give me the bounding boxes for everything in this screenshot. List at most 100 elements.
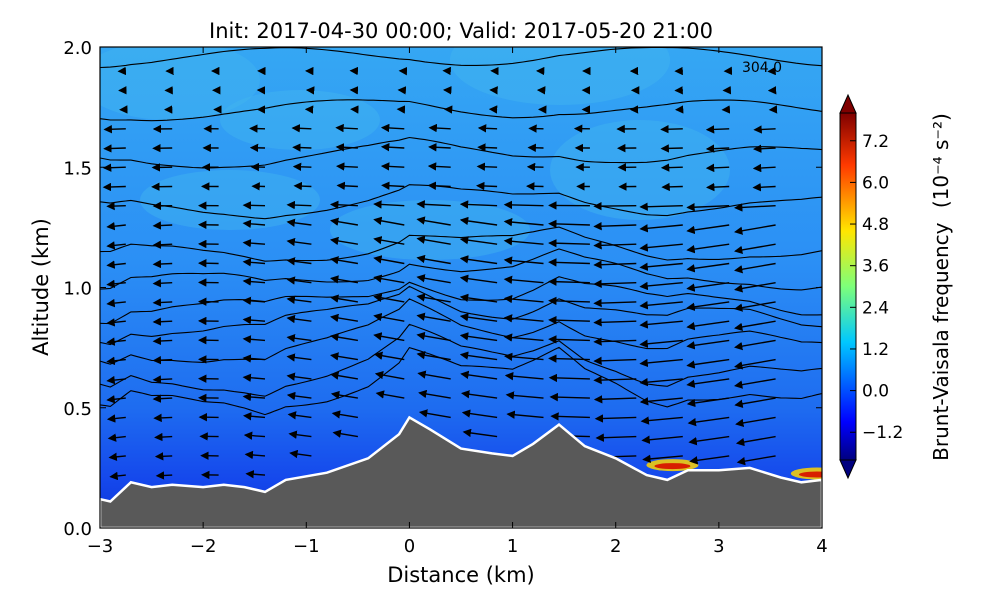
wind-vector	[639, 281, 683, 291]
wind-vector	[640, 416, 683, 425]
wind-vector	[593, 260, 637, 269]
colorbar-tick-label: 1.2	[862, 340, 889, 360]
wind-vector	[548, 335, 590, 344]
wind-vector	[686, 203, 730, 212]
wind-vector	[734, 378, 776, 389]
wind-vector	[289, 449, 312, 459]
wind-vector	[476, 162, 498, 171]
wind-vector	[639, 339, 683, 348]
x-tick-label: 4	[816, 536, 827, 557]
wind-vector	[416, 254, 451, 265]
wind-vector	[242, 373, 266, 382]
wind-vector	[152, 259, 173, 269]
x-tick-label: −3	[87, 536, 114, 557]
wind-vector	[102, 163, 126, 172]
x-tick-label: 2	[610, 536, 621, 557]
wind-vector	[373, 216, 405, 226]
x-tick-label: 1	[507, 536, 518, 557]
wind-vector	[459, 236, 498, 245]
wind-vector	[752, 183, 776, 192]
x-axis-label: Distance (km)	[387, 563, 535, 587]
wind-vector	[106, 337, 126, 346]
contour-label: 304.0	[742, 60, 782, 76]
wind-vector	[330, 313, 359, 323]
wind-vector	[416, 312, 451, 322]
wind-vector	[243, 431, 266, 440]
wind-vector	[641, 435, 683, 444]
colorbar-label: Brunt-Vaisala frequency (10⁻⁴ s⁻²)	[929, 113, 953, 461]
wind-vector	[503, 200, 544, 210]
wind-vector	[373, 312, 405, 322]
x-tick-label: 0	[404, 536, 415, 557]
wind-vector	[734, 224, 776, 235]
wind-vector	[286, 314, 312, 324]
wind-vector	[593, 298, 637, 308]
contour-line	[100, 136, 822, 169]
wind-vector	[417, 370, 451, 380]
wind-vector	[108, 452, 126, 461]
wind-vector	[106, 221, 126, 231]
colorbar-tick-label: −1.2	[862, 423, 903, 443]
wind-vector	[335, 123, 358, 133]
wind-vector	[735, 416, 776, 428]
wind-vector	[336, 181, 358, 191]
wind-vector	[286, 353, 312, 362]
y-tick-label: 0.0	[63, 519, 92, 540]
wind-vector	[373, 200, 405, 209]
wind-vector	[416, 216, 451, 226]
wind-vector	[550, 412, 590, 421]
wind-vector	[503, 237, 544, 246]
wind-vector	[503, 256, 544, 265]
wind-vector	[639, 224, 683, 233]
field-patches	[100, 47, 730, 260]
wind-vector	[462, 428, 498, 438]
wind-vector	[242, 315, 266, 325]
wind-vector	[734, 358, 776, 370]
wind-vector	[293, 181, 312, 191]
wind-vector	[639, 358, 683, 368]
wind-vector	[476, 181, 498, 191]
wind-vector	[244, 450, 266, 460]
wind-vector	[286, 334, 312, 343]
wind-vector	[106, 241, 126, 250]
wind-vector	[548, 315, 590, 325]
wind-vector	[245, 470, 266, 479]
wind-vector	[152, 394, 173, 403]
wind-vector	[330, 236, 359, 246]
wind-vector	[242, 277, 266, 286]
wind-vector	[753, 125, 776, 134]
wind-vector	[330, 200, 358, 209]
wind-vector	[686, 224, 730, 235]
wind-vector	[286, 295, 312, 304]
wind-vector	[418, 409, 451, 419]
wind-vector	[503, 217, 544, 227]
wind-vector	[380, 123, 405, 133]
wind-vector	[734, 243, 776, 255]
wind-vector	[734, 282, 776, 293]
wind-vector	[106, 375, 126, 385]
wind-vector	[459, 313, 498, 322]
field-patch	[550, 120, 730, 220]
wind-vector	[459, 255, 498, 265]
wind-vector	[593, 375, 637, 385]
wind-vector	[428, 123, 451, 133]
wind-vector	[106, 318, 126, 327]
wind-vector	[504, 371, 544, 381]
wind-vector	[152, 279, 173, 288]
wind-vector	[292, 143, 312, 152]
wind-vector	[660, 163, 683, 172]
field-patch	[140, 170, 320, 230]
wind-vector	[242, 201, 266, 210]
wind-vector	[152, 298, 173, 307]
wind-vector	[639, 397, 683, 406]
wind-vector	[639, 301, 683, 310]
wind-vector	[103, 144, 126, 153]
contour-line	[100, 184, 822, 220]
wind-vector	[686, 320, 730, 331]
wind-vector	[330, 352, 359, 361]
wind-vector	[416, 235, 451, 245]
terrain-fill	[100, 415, 822, 528]
wind-vector	[106, 395, 126, 404]
wind-vector	[286, 391, 312, 401]
hot-spot-core	[654, 463, 691, 470]
